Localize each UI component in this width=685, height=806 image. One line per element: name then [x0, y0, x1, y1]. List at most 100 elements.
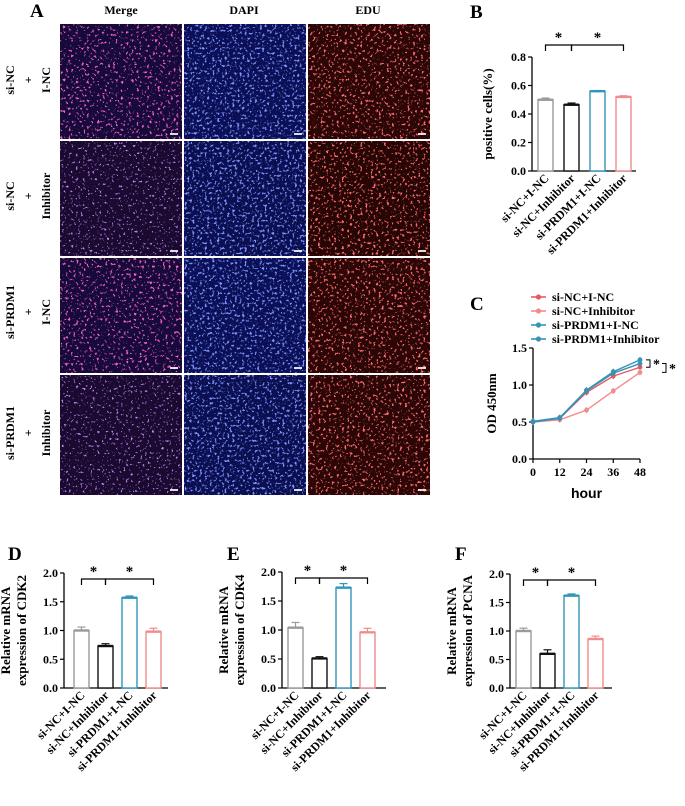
row-label-1-line2: I-NC — [39, 67, 53, 93]
row-label-3-line1: si-PRDM1 — [3, 285, 17, 339]
x-tick-label: 12 — [554, 465, 566, 479]
scale-bar — [170, 367, 178, 369]
y-tick-label: 1.0 — [489, 624, 504, 638]
bar — [563, 594, 580, 689]
series-line — [532, 371, 641, 423]
panel-letter: B — [470, 2, 483, 23]
bar — [97, 645, 114, 689]
panel-letter: E — [227, 544, 240, 565]
scale-bar — [294, 489, 302, 491]
scale-bars — [170, 133, 426, 491]
bar — [537, 99, 554, 172]
y-tick-label: 0.0 — [512, 452, 527, 466]
bar — [335, 586, 352, 689]
bar — [121, 597, 138, 689]
significance-bracket — [318, 577, 369, 584]
x-tick-label: 24 — [581, 465, 593, 479]
panel-a-letter: A — [30, 1, 44, 22]
data-point — [584, 388, 589, 394]
micrograph-dapi-r4-cells — [184, 375, 306, 495]
panel-letter: C — [470, 294, 484, 315]
row-label-2-plus: + — [21, 192, 35, 199]
column-label-dapi: DAPI — [229, 3, 259, 17]
y-axis-label-line2: expression of CDK4 — [232, 574, 247, 685]
legend-marker — [535, 322, 542, 328]
bar — [615, 96, 632, 172]
y-tick-label: 0.0 — [261, 681, 276, 695]
significance-bracket — [662, 363, 667, 373]
y-tick-label: 1.0 — [261, 623, 276, 637]
chart-d: D 0.0 0.5 1.0 1.5 2.0 Relative mRNA expression … — [0, 544, 168, 774]
significance-star: * — [340, 563, 348, 579]
legend-label: si-PRDM1+I-NC — [552, 318, 639, 332]
data-point — [610, 370, 616, 376]
bar — [589, 90, 606, 172]
row-label-4-line2: Inhibitor — [39, 409, 53, 456]
scale-bar — [418, 489, 426, 491]
panel-a: A Merge DAPI EDU si-NC + I-NC si-NC + In… — [3, 1, 430, 495]
column-label-edu: EDU — [355, 3, 381, 17]
y-tick-label: 0.2 — [511, 136, 526, 150]
significance-star: * — [653, 358, 660, 373]
row-label-2-line1: si-NC — [3, 181, 17, 210]
bar — [539, 653, 556, 689]
row-label-1-line1: si-NC — [3, 65, 17, 94]
data-point — [637, 361, 643, 366]
micrograph-edu-r3-cells — [308, 258, 430, 373]
micrograph-grid — [60, 24, 430, 495]
data-point — [610, 388, 616, 394]
data-point — [557, 415, 563, 421]
y-axis-label-line2: expression of PCNA — [460, 575, 475, 687]
data-point — [584, 407, 589, 413]
y-axis-label-line1: Relative mRNA — [444, 587, 459, 675]
y-tick-label: 0.6 — [511, 79, 526, 93]
y-axis-label-line1: Relative mRNA — [0, 586, 13, 674]
legend-marker — [535, 294, 542, 300]
scale-bar — [170, 250, 178, 252]
scale-bar — [294, 250, 302, 252]
legend-label: si-NC+Inhibitor — [552, 304, 636, 318]
y-axis-label: positive cells(%) — [480, 68, 495, 159]
row-label-3: si-PRDM1 + I-NC — [3, 285, 53, 339]
significance-star: * — [304, 563, 312, 579]
significance-star: * — [90, 564, 98, 580]
x-axis-label: hour — [571, 485, 603, 501]
y-axis-label: OD 450nm — [484, 373, 499, 433]
legend-marker — [535, 336, 542, 342]
bar — [287, 626, 304, 689]
significance-star: * — [555, 30, 563, 46]
data-point — [637, 370, 643, 375]
significance-bracket — [104, 578, 155, 585]
row-label-3-line2: I-NC — [39, 299, 53, 325]
significance-star: * — [532, 565, 540, 581]
scale-bar — [418, 367, 426, 369]
bar — [359, 631, 376, 689]
bar — [311, 657, 328, 689]
micrograph-edu-r4-cells — [308, 375, 430, 495]
scale-bar — [294, 367, 302, 369]
y-tick-label: 0.5 — [43, 652, 58, 666]
micrograph-merge-r3-cells — [60, 258, 182, 373]
micrograph-dapi-r2-cells — [184, 141, 306, 256]
column-label-merge: Merge — [104, 3, 138, 17]
micrograph-merge-r2-cells — [60, 141, 182, 256]
scale-bar — [418, 250, 426, 252]
y-tick-label: 1.5 — [261, 594, 276, 608]
x-tick-label: 48 — [634, 465, 646, 479]
panel-letter: F — [455, 544, 467, 565]
y-axis-label-line2: expression of CDK2 — [14, 575, 29, 686]
y-axis-label-line1: Relative mRNA — [216, 586, 231, 674]
y-tick-label: 2.0 — [261, 565, 276, 579]
y-tick-label: 0.4 — [511, 107, 526, 121]
micrograph-edu-r1-cells — [308, 24, 430, 139]
row-label-2-line2: Inhibitor — [39, 172, 53, 219]
y-tick-label: 0.5 — [512, 415, 527, 429]
y-tick-label: 2.0 — [489, 567, 504, 581]
scale-bar — [418, 133, 426, 135]
significance-star: * — [669, 362, 676, 377]
row-label-4-line1: si-PRDM1 — [3, 406, 17, 460]
chart-e: E 0.0 0.5 1.0 1.5 2.0 Relative mRNA expression … — [216, 544, 386, 774]
y-tick-label: 1.5 — [43, 595, 58, 609]
data-point — [637, 364, 643, 370]
